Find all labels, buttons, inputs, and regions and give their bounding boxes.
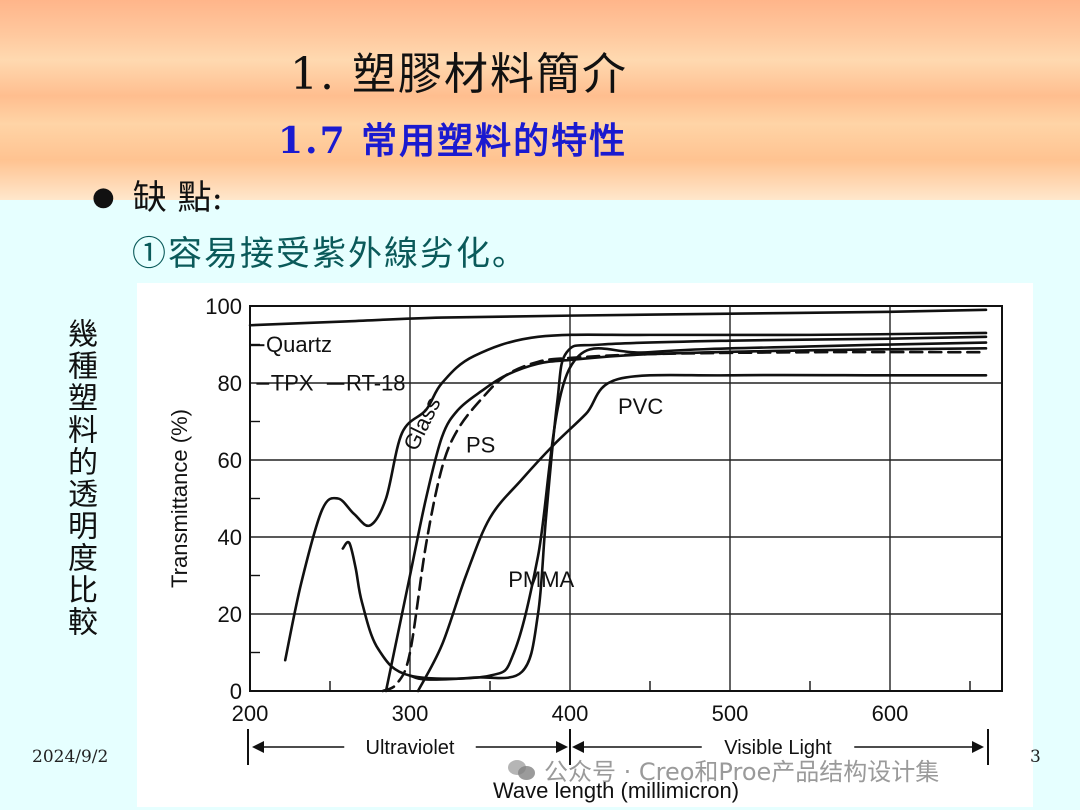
series-line-ps [381, 350, 988, 693]
bullet-disadvantages: ● 缺 點: [92, 170, 223, 219]
region-label-0: Ultraviolet [366, 737, 455, 759]
slide-subtitle: 1.7 常用塑料的特性 [278, 120, 628, 162]
x-tick-label-200: 200 [232, 701, 269, 726]
slide-title: 1. 塑膠材料簡介 [290, 49, 628, 100]
y-axis-title: Transmittance (%) [167, 409, 192, 588]
series-label-pmma: PMMA [508, 567, 574, 592]
y-tick-label-80: 80 [218, 371, 242, 396]
y-tick-label-0: 0 [230, 679, 242, 704]
footer-date: 2024/9/2 [32, 747, 109, 767]
series-line-rt-18 [341, 341, 988, 681]
series-line-tpx [283, 331, 988, 662]
transmittance-chart: 0 20 40 60 80 100 200 300 400 500 600 Transmittance… [167, 294, 1003, 803]
watermark: 公众号 · Creo和Proe产品结构设计集 [508, 752, 939, 786]
series-line-glass [384, 347, 988, 693]
bullet-dot-icon: ● [92, 182, 115, 212]
x-tick-label-500: 500 [712, 701, 749, 726]
series-line-pvc [416, 373, 988, 693]
region-arrow-head [556, 741, 568, 753]
y-tick-label-20: 20 [218, 602, 242, 627]
x-axis-title: Wave length (millimicron) [493, 778, 739, 803]
chart-grid [250, 306, 1002, 691]
point-uv-degradation: ①容易接受紫外線劣化。 [132, 234, 528, 274]
x-tick-label-300: 300 [392, 701, 429, 726]
bullet-text: 缺 點: [132, 178, 223, 218]
region-arrow-head [252, 741, 264, 753]
wechat-logo-icon [508, 756, 536, 782]
x-tick-label-600: 600 [872, 701, 909, 726]
watermark-text: 公众号 · Creo和Proe产品结构设计集 [544, 757, 940, 786]
region-arrow-head [572, 741, 584, 753]
chart-labels: 0 20 40 60 80 100 200 300 400 500 600 Transmittance… [167, 294, 908, 803]
y-tick-label-100: 100 [205, 294, 242, 319]
series-label-rt-18: RT-18 [346, 371, 406, 396]
header-gradient-band [0, 0, 1080, 200]
plot-frame [249, 305, 1003, 692]
x-tick-label-400: 400 [552, 701, 589, 726]
series-label-quartz: Quartz [266, 332, 332, 357]
transmittance-chart-panel: 0 20 40 60 80 100 200 300 400 500 600 Transmittance… [137, 283, 1033, 807]
page-number: 3 [1030, 747, 1041, 767]
series-label-ps: PS [466, 432, 495, 457]
series-label-pvc: PVC [618, 394, 663, 419]
region-arrow-head [972, 741, 984, 753]
series-line-pmma [408, 335, 988, 681]
side-label-vertical: 幾種塑料的透明度比較 [62, 318, 97, 638]
series-label-tpx: TPX [271, 371, 314, 396]
region-label-1: Visible Light [724, 737, 832, 759]
series-line-quartz [248, 308, 988, 327]
y-tick-label-40: 40 [218, 525, 242, 550]
chart-axes [247, 305, 1003, 765]
y-tick-label-60: 60 [218, 448, 242, 473]
chart-series-group [248, 308, 988, 693]
